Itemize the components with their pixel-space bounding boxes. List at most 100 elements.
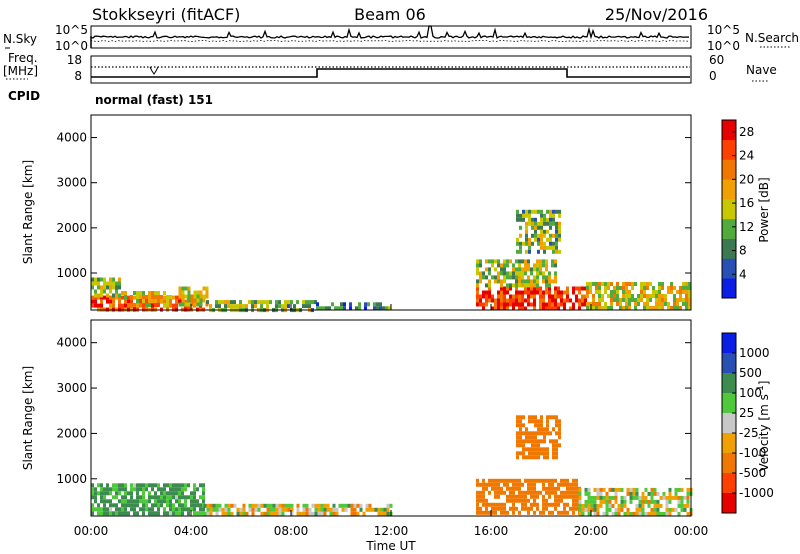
heatmap-cell xyxy=(494,490,497,495)
heatmap-cell xyxy=(263,511,267,516)
heatmap-cell xyxy=(109,277,112,282)
heatmap-cell xyxy=(509,506,512,511)
heatmap-cell xyxy=(512,478,515,483)
heatmap-cell xyxy=(685,298,688,302)
colorbar-swatch xyxy=(722,493,736,514)
heatmap-cell xyxy=(269,511,273,516)
heatmap-cell xyxy=(172,507,175,512)
heatmap-cell xyxy=(524,259,527,264)
heatmap-cell xyxy=(506,271,509,276)
heatmap-cell xyxy=(662,491,666,496)
heatmap-cell xyxy=(555,229,558,234)
heatmap-cell xyxy=(572,498,575,503)
heatmap-cell xyxy=(676,302,679,306)
heatmap-cell xyxy=(569,494,572,499)
heatmap-cell xyxy=(202,507,205,512)
heatmap-cell xyxy=(554,275,557,280)
heatmap-cell xyxy=(546,221,549,226)
heatmap-cell xyxy=(97,303,100,308)
heatmap-cell xyxy=(476,502,479,507)
heatmap-cell xyxy=(112,511,115,516)
cpid-value: normal (fast) 151 xyxy=(95,93,213,107)
heatmap-cell xyxy=(533,486,536,491)
heatmap-cell xyxy=(479,498,482,503)
heatmap-cell xyxy=(566,298,569,303)
heatmap-cell xyxy=(100,289,103,294)
heatmap-cell xyxy=(548,510,551,515)
heatmap-cell xyxy=(604,282,607,286)
heatmap-cell xyxy=(199,503,202,508)
heatmap-cell xyxy=(614,507,618,512)
heatmap-cell xyxy=(575,498,578,503)
heatmap-cell xyxy=(196,511,199,516)
heatmap-cell xyxy=(206,511,210,516)
heatmap-cell xyxy=(578,507,582,512)
heatmap-cell xyxy=(503,263,506,268)
heatmap-cell xyxy=(546,245,549,250)
heatmap-cell xyxy=(365,503,369,508)
heatmap-cell xyxy=(558,423,561,428)
heatmap-cell xyxy=(667,290,670,294)
heatmap-cell xyxy=(512,482,515,487)
heatmap-cell xyxy=(518,494,521,499)
heatmap-cell xyxy=(199,511,202,516)
heatmap-cell xyxy=(145,483,148,488)
heatmap-cell xyxy=(184,299,187,304)
heatmap-cell xyxy=(109,491,112,496)
heatmap-cell xyxy=(154,495,157,500)
heatmap-cell xyxy=(142,487,145,492)
heatmap-cell xyxy=(545,502,548,507)
heatmap-cell xyxy=(97,507,100,512)
heatmap-cell xyxy=(494,275,497,280)
heatmap-cell xyxy=(530,486,533,491)
heatmap-cell xyxy=(230,300,233,305)
heatmap-cell xyxy=(476,482,479,487)
heatmap-cell xyxy=(558,249,561,254)
heatmap-cell xyxy=(368,507,372,512)
heatmap-cell xyxy=(650,487,654,492)
heatmap-cell xyxy=(479,302,482,307)
heatmap-cell xyxy=(528,209,531,214)
heatmap-cell xyxy=(549,245,552,250)
heatmap-cell xyxy=(545,279,548,284)
heatmap-cell xyxy=(554,286,557,291)
heatmap-cell xyxy=(124,303,127,308)
heatmap-cell xyxy=(488,283,491,288)
heatmap-cell xyxy=(542,263,545,268)
heatmap-cell xyxy=(613,290,616,294)
heatmap-cell xyxy=(205,302,209,307)
heatmap-cell xyxy=(631,286,634,290)
heatmap-cell xyxy=(497,298,500,303)
heatmap-cell xyxy=(193,290,197,295)
heatmap-cell xyxy=(127,303,130,307)
heatmap-cell xyxy=(491,263,494,268)
heatmap-cell xyxy=(233,300,236,305)
heatmap-cell xyxy=(575,486,578,491)
heatmap-cell xyxy=(100,491,103,496)
heatmap-cell xyxy=(682,286,685,290)
heatmap-cell xyxy=(503,298,506,303)
heatmap-cell xyxy=(638,495,642,500)
heatmap-cell xyxy=(623,511,627,516)
heatmap-cell xyxy=(221,300,224,305)
heatmap-cell xyxy=(500,490,503,495)
heatmap-cell xyxy=(542,498,545,503)
heatmap-cell xyxy=(181,298,185,303)
heatmap-cell xyxy=(112,495,115,500)
heatmap-cell xyxy=(536,506,539,511)
time-axis-ticks: 00:00 04:00 08:00 12:00 16:00 20:00 00:00 xyxy=(74,304,708,538)
heatmap-cell xyxy=(133,511,136,516)
heatmap-cell xyxy=(100,499,103,504)
heatmap-cell xyxy=(380,511,384,516)
heatmap-cell xyxy=(509,478,512,483)
heatmap-cell xyxy=(178,511,181,516)
heatmap-cell xyxy=(572,286,575,291)
heatmap-cell xyxy=(187,507,190,512)
heatmap-cell xyxy=(503,478,506,483)
heatmap-cell xyxy=(251,503,255,508)
heatmap-cell xyxy=(515,283,518,288)
heatmap-cell xyxy=(100,295,103,300)
heatmap-cell xyxy=(121,483,124,488)
heatmap-cell xyxy=(622,282,625,286)
